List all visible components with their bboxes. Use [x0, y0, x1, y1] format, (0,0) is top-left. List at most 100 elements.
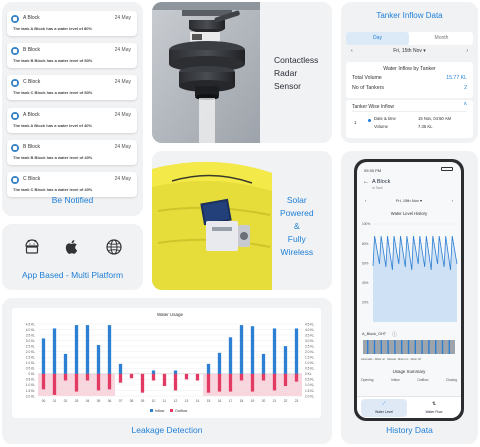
date-dropdown-icon[interactable]: ▾ — [423, 48, 426, 54]
x-tick-label: 18 — [240, 399, 244, 403]
outflow-bar — [85, 373, 90, 381]
notifications-card: A Block 24 May The tank A Block has a wate… — [2, 2, 143, 216]
outflow-bar — [173, 373, 178, 391]
x-tick-label: 16 — [218, 399, 222, 403]
wise-title: Tanker Wise Inflow — [352, 104, 394, 110]
y-tick-label: 2.0 KL — [26, 350, 35, 354]
x-tick-label: 17 — [229, 399, 233, 403]
pump-on-segment — [373, 340, 376, 354]
x-tick-label: 06 — [108, 399, 112, 403]
x-tick-label: 21 — [273, 399, 277, 403]
outflow-bar — [272, 373, 277, 391]
x-tick-label: 02 — [64, 399, 68, 403]
notification-item[interactable]: B Block 24 May The tank B Block has a wate… — [7, 139, 137, 165]
legend-outflow-label: Outflow — [175, 409, 188, 413]
notification-message: The tank A Block has a water level of 40… — [13, 122, 93, 128]
tanker-date: Fri, 15th Nov — [393, 48, 422, 54]
outflow-bar — [41, 373, 46, 390]
row-volume-value: 7.35 KL — [418, 124, 433, 129]
history-prev-chevron-icon[interactable]: ‹ — [365, 198, 367, 203]
row-index: 1 — [354, 120, 357, 125]
inflow-bar — [41, 338, 46, 374]
inflow-bar — [217, 352, 222, 374]
outflow-bar — [162, 373, 167, 387]
outflow-bar — [96, 373, 101, 391]
notification-item[interactable]: A Block 24 May The tank A Block has a wate… — [7, 11, 137, 36]
y-tick-label-right: 4.0 KL — [305, 328, 314, 332]
next-day-chevron-icon[interactable]: › — [466, 48, 468, 54]
solar-card: Solar Powered & Fully Wireless — [152, 151, 332, 290]
date-selector[interactable]: ‹ Fri, 15th Nov ▾ › — [341, 48, 478, 54]
notification-item[interactable]: C Block 24 May The tank C Block has a wate… — [7, 75, 137, 101]
notification-item[interactable]: A Block 24 May The tank A Block has a wate… — [7, 107, 137, 133]
pump-info-icon[interactable]: ⓘ — [392, 331, 398, 338]
outflow-bar — [140, 373, 145, 393]
notification-message: The tank C Block has a water level of 40… — [13, 187, 93, 192]
history-card: 09:30 PM ← A Block In Tank ‹ Fri, 15th N… — [341, 151, 478, 444]
notification-item[interactable]: B Block 24 May The tank B Block has a wate… — [7, 43, 137, 69]
notification-app-icon — [11, 143, 19, 152]
outflow-bar — [294, 373, 299, 382]
x-tick-label: 20 — [262, 399, 266, 403]
phone-screen: 09:30 PM ← A Block In Tank ‹ Fri, 15th N… — [357, 162, 461, 418]
x-tick-label: 05 — [97, 399, 101, 403]
back-arrow-icon[interactable]: ← — [363, 179, 369, 185]
prev-day-chevron-icon[interactable]: ‹ — [351, 48, 353, 54]
y-tick-label-right: 3.5 KL — [305, 333, 314, 337]
pump-on-segment — [401, 340, 403, 354]
nav-water-flow[interactable]: ⇅ Water Flow — [411, 399, 457, 417]
y-tick-label: 3.0 KL — [26, 339, 35, 343]
row-volume-label: Volume — [374, 124, 388, 129]
inflow-bar — [206, 363, 211, 374]
inflow-bar — [283, 346, 288, 374]
notification-title: C Block — [23, 79, 41, 86]
period-tabs: Day Month — [346, 32, 473, 45]
y-tick-label-right: 1.5 KL — [305, 389, 314, 393]
x-tick-label: 07 — [119, 399, 123, 403]
y-tick-label-right: 1.5 KL — [305, 356, 314, 360]
pump-on-segment — [435, 340, 437, 354]
level-y-label: 40% — [362, 281, 369, 285]
notification-item[interactable]: C Block 24 May The tank C Block has a wate… — [7, 172, 137, 197]
inflow-bar — [261, 353, 266, 374]
pump-on-segment — [414, 340, 416, 354]
notification-app-icon — [11, 176, 19, 184]
nav-water-level[interactable]: ⟋ Water Level — [361, 399, 407, 417]
outflow-bar — [74, 373, 79, 392]
notification-date: 24 May — [114, 176, 131, 182]
notification-date: 24 May — [114, 15, 131, 21]
inflow-bar — [239, 325, 244, 374]
outflow-bar — [261, 373, 266, 381]
block-subtitle: In Tank — [372, 186, 383, 190]
tanker-wise-inflow: Tanker Wise Inflow ˄ 1 Date & time Volum… — [346, 100, 473, 138]
chart-title: Water Usage — [157, 312, 184, 317]
tanker-title: Tanker Inflow Data — [376, 11, 443, 20]
notification-title: A Block — [23, 111, 40, 118]
outflow-bar — [217, 373, 222, 392]
outflow-bar — [283, 373, 288, 387]
legend-inflow-swatch — [150, 409, 153, 412]
outflow-bar — [52, 373, 57, 395]
battery-icon — [441, 167, 453, 171]
x-tick-label: 01 — [53, 399, 57, 403]
tab-day[interactable]: Day — [346, 32, 409, 45]
y-tick-label: 4.5 KL — [26, 322, 35, 326]
collapse-chevron-icon[interactable]: ˄ — [463, 102, 467, 108]
notification-title: B Block — [23, 47, 40, 54]
usage-summary-title: Usage Summary — [392, 369, 426, 374]
tab-month[interactable]: Month — [434, 35, 449, 41]
outflow-bar — [107, 373, 112, 390]
x-tick-label: 22 — [284, 399, 288, 403]
pump-on-segment — [380, 340, 382, 354]
history-date-selector[interactable]: ‹ Fri, 15th Nov ▾ › — [365, 198, 453, 203]
history-next-chevron-icon[interactable]: › — [451, 198, 453, 203]
notification-message: The tank B Block has a water level of 80… — [13, 58, 93, 64]
notification-date: 24 May — [114, 47, 131, 54]
android-icon — [25, 239, 39, 254]
pump-on-segment — [367, 340, 369, 354]
x-tick-label: 19 — [251, 399, 255, 403]
x-tick-label: 00 — [42, 399, 46, 403]
y-tick-label: 1.5 KL — [26, 356, 35, 360]
outflow-bar — [63, 373, 68, 381]
legend-outflow-swatch — [170, 409, 173, 412]
